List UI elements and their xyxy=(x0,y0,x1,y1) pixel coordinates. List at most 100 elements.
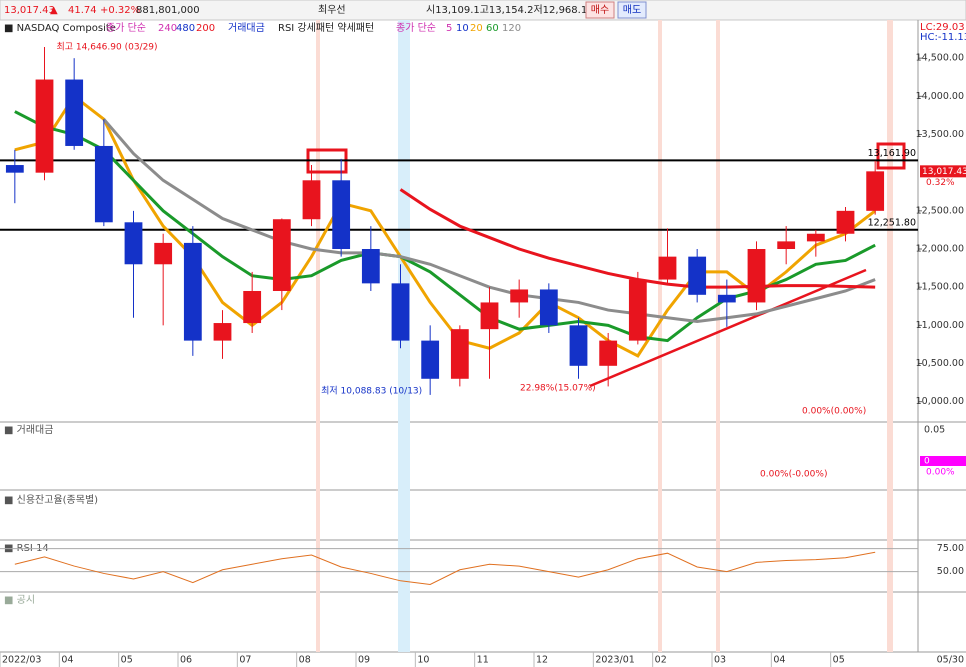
candle-body xyxy=(539,289,558,326)
legend-period: 240 xyxy=(158,23,177,34)
candle-body xyxy=(272,219,291,291)
y-tick-label: 12,500.00 xyxy=(916,205,964,216)
candle-body xyxy=(65,79,84,146)
zero-label: 0 xyxy=(924,457,930,467)
sell-button[interactable] xyxy=(617,1,647,19)
change-arrow: ▲ xyxy=(50,5,58,16)
last-date: 05/30 xyxy=(937,655,964,666)
x-tick-label: 06 xyxy=(180,655,192,666)
highlight-band xyxy=(887,20,893,652)
x-tick-label: 2023/01 xyxy=(595,655,634,666)
last-price-tag xyxy=(920,165,966,178)
x-tick-label: 12 xyxy=(536,655,548,666)
panel-title: ■ 거래대금 xyxy=(4,424,53,436)
volume-tick: 0.05 xyxy=(924,425,945,436)
plot: 10,000.00 10,500.00 11,000.00 11,500.00 12,0… xyxy=(0,41,966,667)
x-tick-label: 05 xyxy=(121,655,133,666)
volume-title: 거래대금 xyxy=(17,424,54,436)
candle-body xyxy=(361,249,380,284)
candle-body xyxy=(35,79,54,173)
last-price-pct: 0.32% xyxy=(926,178,955,188)
change: 41.74 xyxy=(68,5,97,16)
legend-period: 60 xyxy=(486,23,499,34)
volume: 881,801,000 xyxy=(136,5,200,16)
candle-body xyxy=(94,145,113,223)
legend-period: 5 xyxy=(446,23,452,34)
price: 13,017.43 xyxy=(4,5,55,16)
highlight-band xyxy=(316,20,320,652)
moving-average xyxy=(14,94,877,358)
candle-body xyxy=(5,165,24,173)
legend-ma-short: 종가 단순 xyxy=(396,22,436,34)
candle-body xyxy=(836,210,855,234)
x-tick-label: 2022/03 xyxy=(2,655,41,666)
candle-body xyxy=(717,294,736,303)
y-tick-label: 11,500.00 xyxy=(916,282,964,293)
rsi-line xyxy=(14,551,876,585)
trendline xyxy=(589,268,867,388)
trend-note: 22.98%(15.07%) xyxy=(520,384,596,394)
candle-body xyxy=(450,329,469,379)
candle-body xyxy=(183,242,202,341)
volume-change: 0.00%(-0.00%) xyxy=(760,470,827,480)
panel-title: ■ 공시 xyxy=(4,594,35,606)
y-tick-label: 12,000.00 xyxy=(916,244,964,255)
disclosure-title: 공시 xyxy=(17,594,35,606)
x-tick-label: 05 xyxy=(833,655,845,666)
x-tick-label: 08 xyxy=(299,655,311,666)
high-note: 최고 14,646.90 (03/29) xyxy=(57,41,158,52)
y-tick-label: 10,000.00 xyxy=(916,396,964,407)
x-tick-label: 07 xyxy=(239,655,251,666)
legend-ma-long: 종가 단순 xyxy=(106,22,146,34)
legend-symbol: ■ NASDAQ Composite xyxy=(4,23,116,34)
legend-period: 120 xyxy=(502,23,521,34)
y-tick-label: 14,000.00 xyxy=(916,91,964,102)
y-tick-label: 75.00 xyxy=(937,543,964,554)
credit-title: 신용잔고율(종목별) xyxy=(17,494,99,506)
zero-note: 0.00%(0.00%) xyxy=(802,407,866,417)
zero-tag xyxy=(920,456,966,466)
candle-body xyxy=(599,340,618,366)
symbol: NASDAQ Composite xyxy=(17,23,116,34)
highlight-band xyxy=(658,20,662,652)
horizontal-line-label: 12,251.80 xyxy=(868,217,916,228)
buy-label[interactable]: 매수 xyxy=(591,4,609,16)
candle-body xyxy=(747,249,766,303)
candle-body xyxy=(124,222,143,265)
candle-body xyxy=(569,325,588,366)
y-tick-label: 10,500.00 xyxy=(916,358,964,369)
x-tick-label: 03 xyxy=(714,655,726,666)
y-tick-label: 14,500.00 xyxy=(916,53,964,64)
candle-body xyxy=(688,256,707,295)
x-tick-label: 11 xyxy=(477,655,489,666)
lc: LC:29.03 xyxy=(920,22,965,33)
highlight-box xyxy=(876,142,906,170)
candle-body xyxy=(213,323,232,341)
y-tick-label: 11,000.00 xyxy=(916,320,964,331)
legend-volume: 거래대금 xyxy=(228,22,265,34)
legend-period: 200 xyxy=(196,23,215,34)
horizontal-line-label: 13,161.90 xyxy=(868,148,916,159)
x-tick-label: 04 xyxy=(61,655,73,666)
legend-period: 10 xyxy=(456,23,469,34)
highlight-band xyxy=(716,20,720,652)
x-tick-label: 09 xyxy=(358,655,370,666)
legend-period: 480 xyxy=(176,23,195,34)
candle-body xyxy=(332,180,351,250)
candle-body xyxy=(806,233,825,242)
ohlc-text: 시13,109.1고13,154.2저12,968.1 xyxy=(426,4,587,16)
candle-body xyxy=(391,283,410,341)
candle-body xyxy=(777,241,796,250)
buy-button[interactable] xyxy=(585,1,615,19)
panel-title: ■ 신용잔고율(종목별) xyxy=(4,494,98,506)
candle-body xyxy=(658,256,677,280)
x-tick-label: 02 xyxy=(655,655,667,666)
sell-label[interactable]: 매도 xyxy=(623,4,641,16)
last-price-label: 13,017.43 xyxy=(922,167,966,177)
legend-period: 20 xyxy=(470,23,483,34)
y-tick-label: 13,500.00 xyxy=(916,129,964,140)
change-pct: +0.32% xyxy=(100,5,140,16)
candle-body xyxy=(421,340,440,379)
